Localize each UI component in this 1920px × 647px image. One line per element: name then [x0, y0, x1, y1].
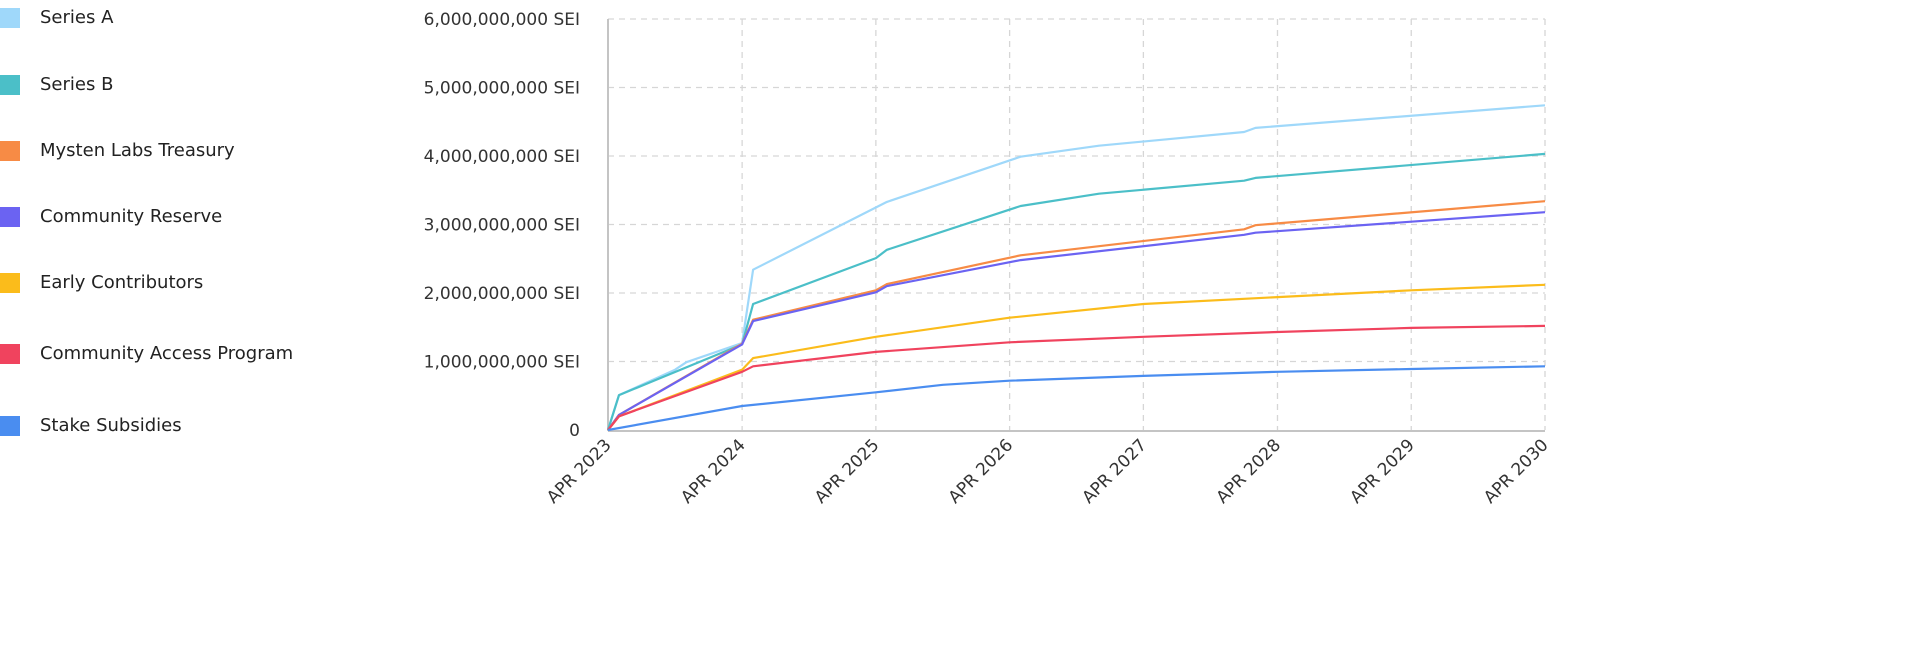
legend-label: Mysten Labs Treasury — [40, 140, 235, 161]
legend-swatch — [0, 416, 20, 436]
legend-item[interactable]: Community Reserve — [0, 206, 222, 227]
x-tick-label: APR 2029 — [1346, 435, 1418, 507]
legend-swatch — [0, 141, 20, 161]
y-tick-label: 3,000,000,000 SEI — [424, 216, 580, 236]
y-tick-label: 4,000,000,000 SEI — [424, 147, 580, 167]
legend-label: Community Reserve — [40, 206, 223, 227]
series-line-stake-subsidies — [607, 365, 1546, 432]
x-tick-label: APR 2027 — [1079, 435, 1151, 507]
y-tick-label: 6,000,000,000 SEI — [424, 10, 580, 30]
legend-swatch — [0, 273, 20, 293]
legend-swatch — [0, 8, 20, 28]
legend-label: Stake Subsidies — [40, 415, 182, 436]
legend-item[interactable]: Series B — [0, 74, 113, 95]
y-tick-label: 1,000,000,000 SEI — [424, 353, 580, 373]
legend-swatch — [0, 344, 20, 364]
y-tick-label: 2,000,000,000 SEI — [424, 284, 580, 304]
legend-label: Early Contributors — [40, 272, 204, 293]
legend-item[interactable]: Community Access Program — [0, 343, 293, 364]
legend-item[interactable]: Early Contributors — [0, 272, 203, 293]
series-line-mysten-labs-treasury — [607, 200, 1546, 431]
series-line-community-access-program — [607, 324, 1546, 431]
x-tick-label: APR 2024 — [677, 435, 749, 507]
legend-swatch — [0, 207, 20, 227]
series-line-community-reserve — [607, 211, 1546, 431]
legend-label: Series A — [40, 7, 114, 28]
x-tick-label: APR 2028 — [1213, 435, 1285, 507]
x-tick-label: APR 2025 — [811, 435, 883, 507]
legend-item[interactable]: Mysten Labs Treasury — [0, 140, 235, 161]
legend-item[interactable]: Stake Subsidies — [0, 415, 182, 436]
x-tick-label: APR 2026 — [945, 435, 1017, 507]
legend-label: Community Access Program — [40, 343, 294, 364]
legend-swatch — [0, 75, 20, 95]
legend-label: Series B — [40, 74, 114, 95]
y-tick-label: 5,000,000,000 SEI — [424, 79, 580, 99]
series-line-series-b — [606, 152, 1546, 431]
x-tick-label: APR 2023 — [543, 435, 615, 507]
y-tick-label: 0 — [569, 421, 580, 441]
series-line-series-a — [606, 104, 1546, 431]
x-tick-label: APR 2030 — [1480, 435, 1552, 507]
legend-item[interactable]: Series A — [0, 7, 113, 28]
